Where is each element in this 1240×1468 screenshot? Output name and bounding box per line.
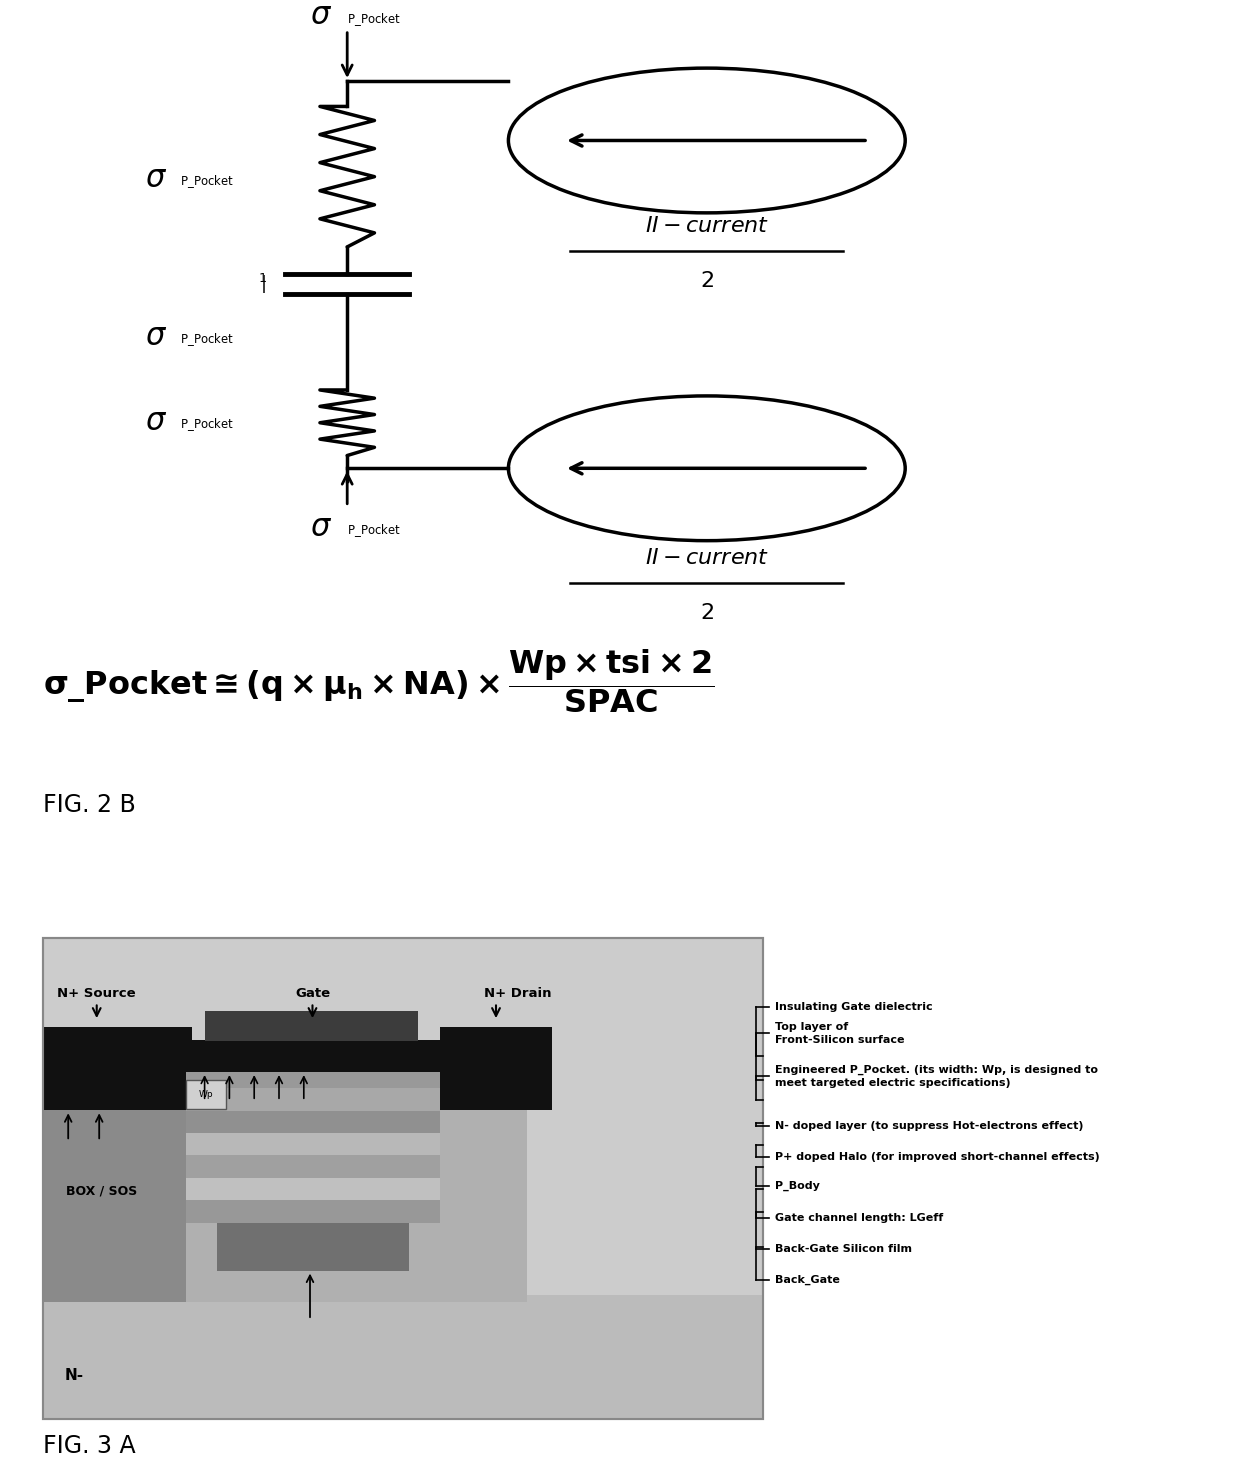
Text: BOX / SOS: BOX / SOS xyxy=(66,1185,138,1196)
Text: $^1\!\!|$: $^1\!\!|$ xyxy=(258,273,267,297)
Text: FIG. 3 A: FIG. 3 A xyxy=(43,1434,136,1458)
Bar xyxy=(205,1010,418,1041)
Text: $_{\rm P\_Pocket}$: $_{\rm P\_Pocket}$ xyxy=(180,330,233,348)
Text: Top layer of
Front-Silicon surface: Top layer of Front-Silicon surface xyxy=(775,1022,904,1045)
Bar xyxy=(186,1133,440,1155)
Text: $2$: $2$ xyxy=(699,602,714,624)
Bar xyxy=(186,1199,440,1223)
Text: Gate channel length: LGeff: Gate channel length: LGeff xyxy=(775,1213,944,1223)
Text: FIG. 2 B: FIG. 2 B xyxy=(43,793,136,816)
Text: Gate: Gate xyxy=(295,986,330,1000)
Text: $II-current$: $II-current$ xyxy=(645,546,769,568)
Text: $\mathbf{\sigma\_Pocket \cong (q \times \mu_h \times NA) \times}$$\mathbf{\dfrac: $\mathbf{\sigma\_Pocket \cong (q \times … xyxy=(43,647,715,715)
Bar xyxy=(186,1155,440,1179)
Text: Back_Gate: Back_Gate xyxy=(775,1274,839,1284)
Bar xyxy=(43,1295,763,1418)
Text: Insulating Gate dielectric: Insulating Gate dielectric xyxy=(775,1001,932,1011)
Text: $\sigma$: $\sigma$ xyxy=(310,1,332,29)
Text: $\sigma$: $\sigma$ xyxy=(310,514,332,542)
Text: $II-current$: $II-current$ xyxy=(645,214,769,236)
Text: N+ Source: N+ Source xyxy=(57,986,136,1000)
Text: $_{\rm P\_Pocket}$: $_{\rm P\_Pocket}$ xyxy=(347,521,401,539)
Text: N- doped layer (to suppress Hot-electrons effect): N- doped layer (to suppress Hot-electron… xyxy=(775,1120,1084,1130)
Bar xyxy=(43,1055,236,1302)
Bar xyxy=(217,1223,409,1271)
Bar xyxy=(43,938,763,1418)
Text: Back-Gate Silicon film: Back-Gate Silicon film xyxy=(775,1243,911,1254)
Text: P+ doped Halo (for improved short-channel effects): P+ doped Halo (for improved short-channe… xyxy=(775,1151,1100,1161)
Text: $\sigma$: $\sigma$ xyxy=(145,321,167,351)
Bar xyxy=(186,1041,440,1072)
Text: Engineered P_Pocket. (its width: Wp, is designed to
meet targeted electric speci: Engineered P_Pocket. (its width: Wp, is … xyxy=(775,1064,1097,1088)
Bar xyxy=(186,1177,440,1201)
Text: $_{\rm P\_Pocket}$: $_{\rm P\_Pocket}$ xyxy=(180,172,233,191)
Text: $_{\rm P\_Pocket}$: $_{\rm P\_Pocket}$ xyxy=(180,415,233,433)
Text: $2$: $2$ xyxy=(699,270,714,292)
Bar xyxy=(186,1088,440,1111)
Text: P_Body: P_Body xyxy=(775,1180,820,1191)
Text: N+ Drain: N+ Drain xyxy=(484,986,551,1000)
Text: N-: N- xyxy=(64,1368,84,1383)
Bar xyxy=(186,1111,440,1133)
Text: $\sigma$: $\sigma$ xyxy=(145,407,167,436)
Text: $\sigma$: $\sigma$ xyxy=(145,164,167,194)
Bar xyxy=(186,1079,226,1110)
Bar xyxy=(186,1072,440,1089)
Bar xyxy=(43,1028,192,1110)
Text: $_{\rm P\_Pocket}$: $_{\rm P\_Pocket}$ xyxy=(347,10,401,28)
Bar xyxy=(43,938,763,1418)
Text: Wp: Wp xyxy=(198,1089,213,1100)
Bar xyxy=(186,1055,527,1302)
Bar xyxy=(440,1028,552,1110)
